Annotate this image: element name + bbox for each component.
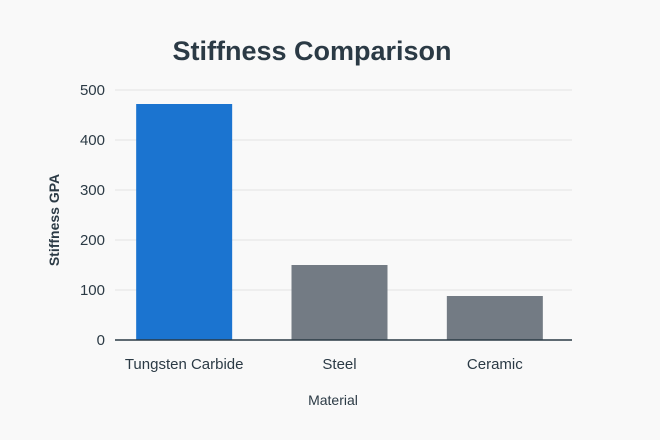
y-tick-label: 300 [80, 182, 105, 199]
bars [136, 104, 543, 340]
y-tick-label: 0 [97, 332, 105, 349]
x-axis-ticks: Tungsten Carbide Steel Ceramic [125, 356, 523, 373]
y-tick-label: 200 [80, 232, 105, 249]
x-tick-label: Ceramic [467, 356, 523, 373]
x-tick-label: Tungsten Carbide [125, 356, 244, 373]
y-axis-label: Stiffness GPA [46, 174, 62, 266]
x-axis-label: Material [308, 392, 358, 408]
y-tick-label: 500 [80, 82, 105, 99]
chart-title: Stiffness Comparison [172, 36, 451, 66]
y-tick-label: 100 [80, 282, 105, 299]
bar-tungsten-carbide [136, 104, 233, 340]
x-tick-label: Steel [322, 356, 356, 373]
y-tick-label: 400 [80, 132, 105, 149]
bar-ceramic [446, 296, 543, 340]
bar-steel [291, 265, 388, 340]
y-axis-ticks: 0 100 200 300 400 500 [80, 82, 105, 349]
